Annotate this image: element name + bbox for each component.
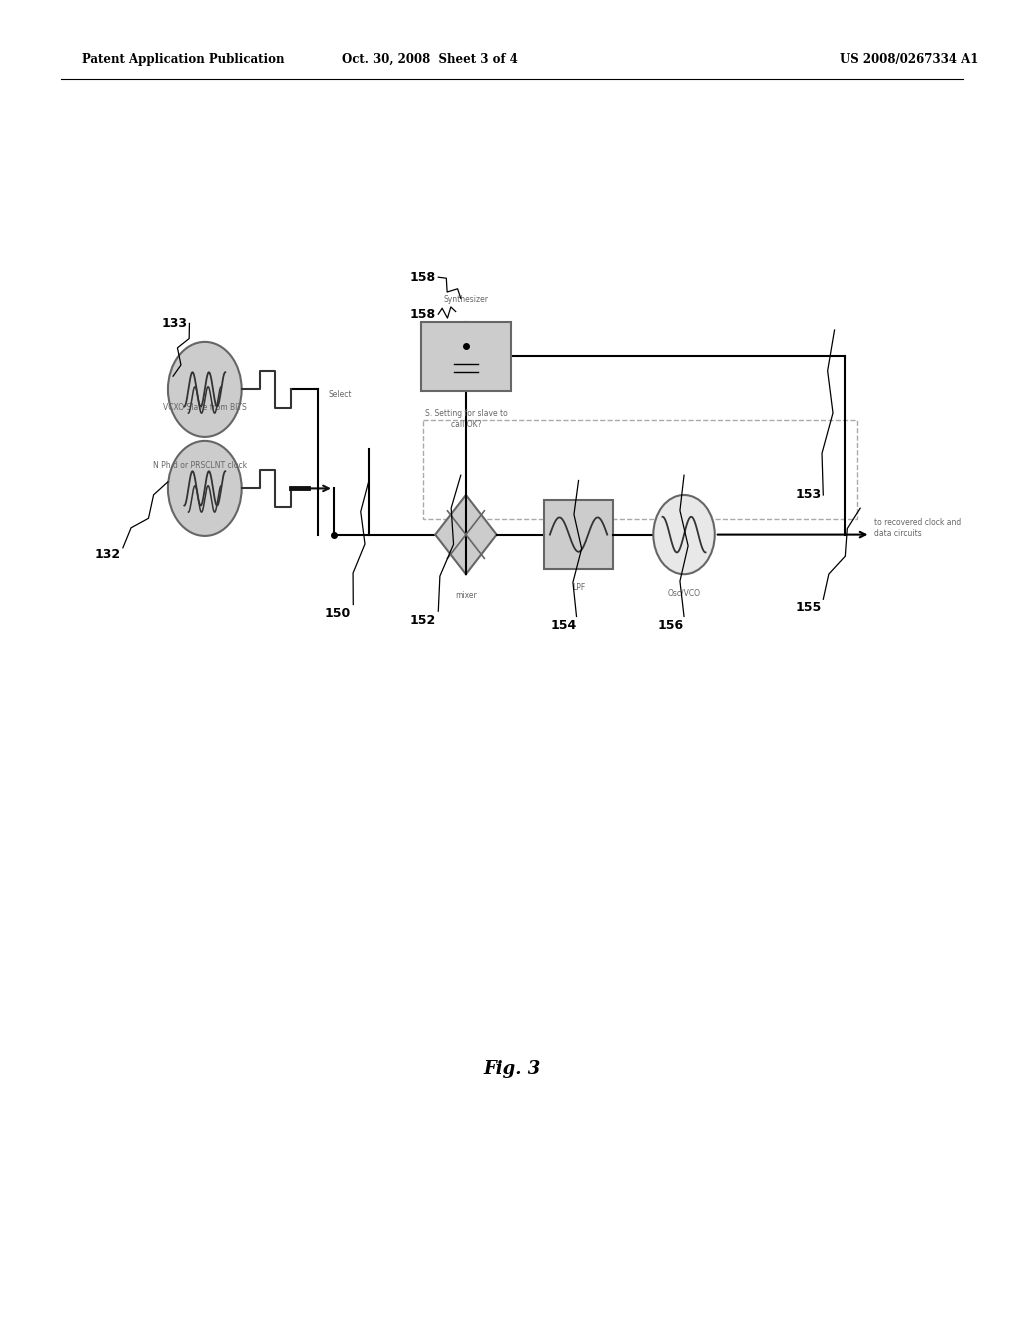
Bar bbox=[544, 500, 613, 569]
Text: Select: Select bbox=[329, 391, 352, 399]
Text: 154: 154 bbox=[550, 619, 577, 632]
Text: 158: 158 bbox=[410, 308, 436, 321]
Text: to recovered clock and
data circuits: to recovered clock and data circuits bbox=[874, 519, 962, 537]
Text: 155: 155 bbox=[796, 601, 822, 614]
Text: 156: 156 bbox=[657, 619, 684, 632]
Text: US 2008/0267334 A1: US 2008/0267334 A1 bbox=[840, 53, 978, 66]
Text: 152: 152 bbox=[410, 614, 436, 627]
Text: Osc/VCO: Osc/VCO bbox=[668, 589, 700, 598]
Bar bbox=[423, 420, 857, 519]
Text: S. Setting for slave to
call OK?: S. Setting for slave to call OK? bbox=[425, 409, 507, 429]
Text: N Ph d or PRSCLNT clock: N Ph d or PRSCLNT clock bbox=[153, 461, 247, 470]
Bar bbox=[421, 322, 511, 391]
Circle shape bbox=[168, 342, 242, 437]
Text: Fig. 3: Fig. 3 bbox=[483, 1060, 541, 1078]
Text: Oct. 30, 2008  Sheet 3 of 4: Oct. 30, 2008 Sheet 3 of 4 bbox=[342, 53, 518, 66]
Text: 150: 150 bbox=[325, 607, 351, 620]
Text: Synthesizer: Synthesizer bbox=[443, 294, 488, 304]
Circle shape bbox=[653, 495, 715, 574]
Text: 158: 158 bbox=[410, 271, 436, 284]
Text: 132: 132 bbox=[94, 548, 121, 561]
Text: mixer: mixer bbox=[455, 591, 477, 601]
Polygon shape bbox=[435, 495, 497, 574]
Text: VCXO Slave from BITS: VCXO Slave from BITS bbox=[163, 403, 247, 412]
Text: Patent Application Publication: Patent Application Publication bbox=[82, 53, 285, 66]
Text: 133: 133 bbox=[161, 317, 187, 330]
Text: LPF: LPF bbox=[572, 583, 585, 593]
Circle shape bbox=[168, 441, 242, 536]
Text: 153: 153 bbox=[796, 488, 822, 502]
